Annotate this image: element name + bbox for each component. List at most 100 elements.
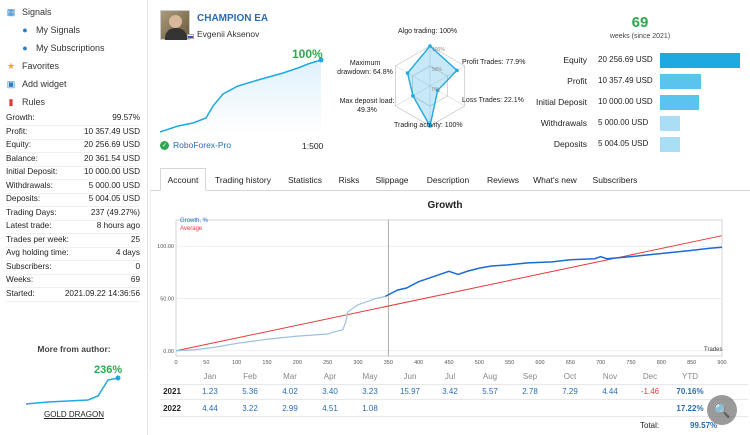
summary-label: Equity bbox=[563, 55, 587, 65]
growth-chart: 100.00 50.00 0.000 50 100 150 200 250 300 350 400 4… bbox=[157, 219, 727, 366]
signal-name[interactable]: CHAMPION EA bbox=[197, 13, 269, 24]
tab-what-s-new[interactable]: What's new bbox=[533, 174, 577, 185]
avatar[interactable] bbox=[160, 10, 190, 40]
x-tick-label: 0 bbox=[174, 360, 177, 366]
x-tick-label: 700 bbox=[596, 360, 605, 366]
tab-reviews[interactable]: Reviews bbox=[486, 174, 520, 185]
broker-name: RoboForex-Pro bbox=[173, 140, 232, 150]
risk-radar-chart: 100% 50% 0% bbox=[395, 44, 465, 128]
ytd-value: 70.16% bbox=[676, 387, 704, 396]
summary-bar bbox=[660, 116, 680, 131]
radar-label-deposit-load-title: Max deposit load: bbox=[339, 98, 395, 105]
month-header: Jan bbox=[203, 372, 217, 381]
stat-row: Subscribers: 0 bbox=[6, 262, 140, 275]
average-line bbox=[175, 235, 723, 352]
radar-tick-ring50: 50% bbox=[432, 67, 443, 73]
x-tick-label: 900 bbox=[717, 360, 726, 366]
month-header: May bbox=[362, 372, 378, 381]
stat-row: Growth: 99.57% bbox=[6, 113, 140, 126]
table-row: 2022 4.44 3.22 2.99 4.51 1.08 17.22% bbox=[160, 401, 748, 417]
radar-point-drawdown bbox=[405, 71, 410, 75]
nav-label: Signals bbox=[22, 7, 52, 17]
profile-growth-area bbox=[160, 60, 321, 134]
stat-label: Deposits: bbox=[6, 194, 41, 203]
author-name[interactable]: Evgenii Aksenov bbox=[197, 29, 260, 39]
legend-growth: Growth, % bbox=[180, 218, 209, 224]
nav-label: Add widget bbox=[22, 79, 67, 89]
nav-rules[interactable]: ▮ Rules bbox=[6, 94, 46, 110]
bookmark-icon: ▮ bbox=[8, 96, 14, 107]
x-tick-label: 200 bbox=[293, 360, 302, 366]
nav-label: My Signals bbox=[36, 25, 81, 35]
profile-growth-point bbox=[318, 57, 324, 63]
stat-row: Latest trade: 8 hours ago bbox=[6, 221, 140, 234]
summary-value: 10 357.49 USD bbox=[598, 76, 653, 85]
month-value: 4.44 bbox=[602, 387, 618, 396]
widget-icon: ▣ bbox=[6, 78, 16, 89]
star-icon: ★ bbox=[6, 60, 16, 71]
x-tick-label: 600 bbox=[535, 360, 544, 366]
author-widget[interactable]: 236% bbox=[18, 358, 128, 408]
x-tick-label: 350 bbox=[384, 360, 393, 366]
summary-label: Withdrawals bbox=[540, 118, 587, 128]
summary-label: Profit bbox=[567, 76, 587, 86]
month-header: YTD bbox=[682, 372, 698, 381]
stat-value: 4 days bbox=[115, 248, 140, 257]
tab-description[interactable]: Description bbox=[426, 174, 470, 185]
nav-favorites[interactable]: ★ Favorites bbox=[6, 58, 59, 74]
nav-add-widget[interactable]: ▣ Add widget bbox=[6, 76, 67, 92]
stat-label: Trades per week: bbox=[6, 234, 69, 244]
summary-bar bbox=[660, 74, 701, 89]
radar-label-profit-trades: Profit Trades: 77.9% bbox=[462, 59, 526, 66]
nav-signals[interactable]: ▦ Signals bbox=[6, 4, 52, 20]
broker-info[interactable]: ✓ RoboForex-Pro bbox=[160, 140, 231, 150]
tab-risks[interactable]: Risks bbox=[338, 174, 360, 185]
month-header: Jun bbox=[403, 372, 417, 381]
nav-my-subscriptions[interactable]: ● My Subscriptions bbox=[20, 40, 105, 56]
tabs-divider bbox=[150, 190, 750, 191]
stat-label: Withdrawals: bbox=[6, 180, 53, 190]
summary-value: 5 004.05 USD bbox=[598, 139, 649, 148]
nav-label: My Subscriptions bbox=[36, 43, 105, 53]
radar-axis bbox=[429, 85, 465, 107]
month-header: Oct bbox=[563, 372, 577, 381]
stat-label: Started: bbox=[6, 288, 35, 298]
stat-value: 5 000.00 USD bbox=[88, 180, 140, 190]
radar-point-algo bbox=[428, 44, 432, 48]
avatar-face bbox=[169, 15, 182, 28]
growth-chart-title: Growth bbox=[427, 200, 463, 211]
month-header: Apr bbox=[323, 372, 337, 381]
month-value: -1.46 bbox=[640, 387, 660, 396]
stat-value: 25 bbox=[130, 234, 140, 244]
radar-label-activity: Trading activity: 100% bbox=[394, 122, 463, 129]
stat-row: Started: 2021.09.22 14:36:56 bbox=[6, 289, 140, 302]
stat-row: Weeks: 69 bbox=[6, 275, 140, 288]
tab-subscribers[interactable]: Subscribers bbox=[592, 174, 638, 185]
month-value: 3.42 bbox=[442, 387, 458, 396]
x-tick-label: 800 bbox=[657, 360, 666, 366]
stat-value: 8 hours ago bbox=[96, 221, 140, 230]
month-value: 4.51 bbox=[322, 404, 338, 413]
nav-my-signals[interactable]: ● My Signals bbox=[20, 22, 80, 38]
tab-trading-history[interactable]: Trading history bbox=[215, 174, 271, 185]
stat-label: Trading Days: bbox=[6, 207, 57, 217]
summary-value: 5 000.00 USD bbox=[598, 118, 649, 127]
author-widget-name[interactable]: GOLD DRAGON bbox=[43, 410, 104, 419]
summary-bar bbox=[660, 137, 680, 152]
x-tick-label: 250 bbox=[323, 360, 332, 366]
month-header: Sep bbox=[522, 372, 538, 381]
tab-account[interactable]: Account bbox=[160, 168, 206, 191]
tab-statistics[interactable]: Statistics bbox=[287, 174, 322, 185]
stat-label: Initial Deposit: bbox=[6, 167, 58, 176]
tab-slippage[interactable]: Slippage bbox=[375, 174, 409, 185]
stat-label: Profit: bbox=[6, 126, 28, 136]
month-value: 5.57 bbox=[482, 387, 498, 396]
stat-row: Equity: 20 256.69 USD bbox=[6, 140, 140, 153]
radar-label-deposit-load-value: 49.3% bbox=[357, 107, 377, 114]
zoom-icon[interactable]: 🔍 bbox=[707, 395, 737, 425]
month-header: Dec bbox=[642, 372, 658, 381]
profile-growth-line bbox=[159, 59, 322, 133]
stat-label: Balance: bbox=[6, 153, 38, 163]
growth-panel bbox=[150, 191, 750, 371]
radar-point-deposit_load bbox=[411, 94, 415, 98]
